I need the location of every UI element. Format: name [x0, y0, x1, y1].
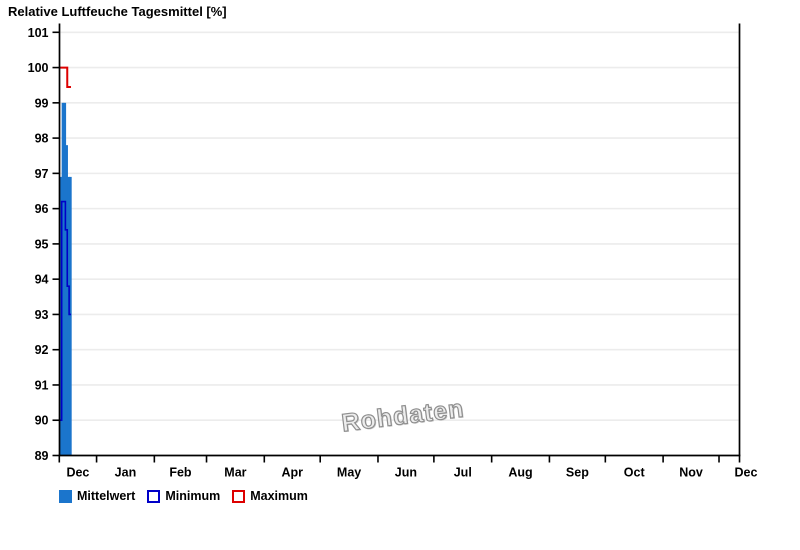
minimum-step-line	[59, 200, 71, 422]
legend-label-maximum: Maximum	[250, 489, 308, 503]
x-tick-label: Nov	[679, 466, 703, 480]
legend: Mittelwert Minimum Maximum	[59, 489, 320, 503]
x-tick-label: Feb	[169, 466, 192, 480]
mean-bar	[69, 176, 72, 456]
x-tick-label: Sep	[566, 466, 589, 480]
y-tick-label: 100	[28, 61, 49, 75]
y-tick-label: 99	[35, 96, 49, 110]
minimum-swatch-icon	[147, 489, 161, 503]
x-tick-label: Jan	[115, 466, 137, 480]
legend-item-mittelwert: Mittelwert	[59, 489, 135, 503]
maximum-step-line	[59, 66, 71, 88]
x-tick-label: May	[337, 466, 361, 480]
x-tick-label: Aug	[508, 466, 532, 480]
x-tick-label: Jul	[454, 466, 472, 480]
mean-bar	[65, 145, 68, 456]
x-tick-label: Apr	[281, 466, 303, 480]
x-tick-label: Dec	[66, 466, 89, 480]
y-tick-label: 94	[35, 273, 49, 287]
mean-bar	[61, 102, 65, 455]
legend-label-mittelwert: Mittelwert	[77, 489, 136, 503]
mean-bar	[63, 102, 67, 455]
y-tick-label: 101	[28, 26, 49, 40]
y-tick-label: 91	[35, 378, 49, 392]
x-tick-label: Oct	[624, 466, 646, 480]
mean-bar	[67, 176, 70, 456]
y-tick-label: 92	[35, 343, 49, 357]
legend-item-minimum: Minimum	[147, 489, 220, 503]
y-tick-label: 89	[35, 449, 49, 463]
y-tick-label: 97	[35, 167, 49, 181]
legend-label-minimum: Minimum	[165, 489, 221, 503]
y-tick-label: 95	[35, 237, 49, 251]
x-tick-label: Mar	[224, 466, 246, 480]
legend-item-maximum: Maximum	[232, 489, 308, 503]
x-tick-label: Dec	[735, 466, 758, 480]
y-tick-label: 90	[35, 414, 49, 428]
y-tick-label: 98	[35, 132, 49, 146]
y-tick-label: 96	[35, 202, 49, 216]
mittelwert-swatch-icon	[59, 489, 72, 503]
chart-title: Relative Luftfeuche Tagesmittel [%]	[8, 4, 227, 19]
maximum-swatch-icon	[232, 489, 246, 503]
x-tick-label: Jun	[395, 466, 417, 480]
y-tick-label: 93	[35, 308, 49, 322]
plot-area: 89 90 91 92 93 94 95 96 97 98 99 100 101 Dec Jan Feb Mar…	[28, 23, 758, 480]
